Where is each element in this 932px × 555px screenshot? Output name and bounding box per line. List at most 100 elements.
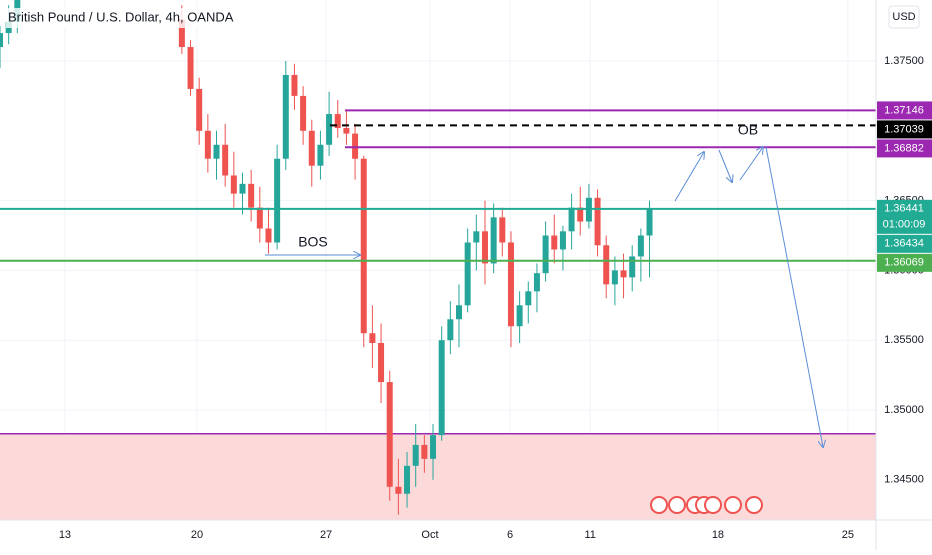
candle-body (603, 245, 610, 285)
candle-body (196, 88, 203, 131)
candle-body (274, 158, 281, 243)
price-label-box (877, 199, 932, 234)
candle-body (334, 114, 341, 129)
candle-body (490, 217, 497, 264)
candle-body (456, 305, 463, 320)
x-tick-label: 25 (842, 529, 854, 541)
annotation: OB (738, 122, 758, 138)
drawings (265, 147, 823, 447)
currency-box[interactable] (888, 5, 920, 29)
path-arrow (739, 147, 763, 181)
candle-body (326, 114, 333, 145)
price-label: 1.36434 (884, 238, 924, 250)
price-label: 1.36069 (884, 257, 924, 269)
candle-body (204, 130, 211, 159)
event-icon[interactable] (650, 496, 668, 514)
candle-body (317, 144, 324, 166)
event-icon[interactable] (704, 496, 722, 514)
candle-body (559, 231, 566, 250)
candle-body (507, 242, 514, 327)
countdown: 01:00:09 (883, 219, 926, 231)
candle-body (629, 256, 636, 278)
y-tick-label: 1.37500 (884, 55, 924, 67)
chart-title: British Pound / U.S. Dollar, 4h, OANDA (8, 9, 234, 24)
price-label-box (877, 120, 932, 139)
candle-body (378, 342, 385, 383)
candle-body (637, 235, 644, 257)
candle-body (360, 158, 367, 334)
candle-body (421, 444, 428, 459)
x-tick-label: 27 (320, 529, 332, 541)
candle-body (542, 235, 549, 274)
candle-body (525, 291, 532, 306)
event-icon[interactable] (668, 496, 686, 514)
candle-body (447, 319, 454, 341)
candle-body (473, 231, 480, 243)
x-tick-label: 11 (584, 529, 595, 541)
event-icon[interactable] (745, 496, 763, 514)
candle-body (499, 217, 506, 243)
x-tick-label: Oct (421, 529, 438, 541)
candle-body (239, 183, 246, 194)
levels (0, 109, 876, 262)
price-label: 1.37039 (884, 123, 924, 135)
y-tick-label: 1.35000 (884, 404, 924, 416)
candle-body (481, 231, 488, 264)
candle-body (352, 133, 359, 159)
price-label: 1.36441 (884, 203, 924, 215)
candle-body (430, 435, 437, 459)
candle-body (230, 175, 237, 194)
x-tick-label: 18 (712, 529, 724, 541)
candle-body (516, 305, 523, 327)
candle-body (0, 33, 3, 48)
path-arrow (674, 152, 704, 202)
candle-body (533, 273, 540, 292)
candles (0, 0, 653, 515)
candle-body (646, 208, 653, 236)
candle-body (222, 144, 229, 176)
x-tick-label: 20 (191, 529, 203, 541)
currency[interactable]: USD (892, 11, 915, 23)
candle-body (282, 74, 289, 159)
axes: 1.375001.365001.360001.355001.350001.345… (59, 55, 932, 541)
x-tick-label: 13 (59, 529, 71, 541)
y-tick-label: 1.34500 (884, 474, 924, 486)
candle-body (577, 207, 584, 222)
price-label-box (877, 101, 932, 120)
candle-body (369, 333, 376, 343)
price-label-box (877, 253, 932, 272)
x-tick-label: 6 (507, 529, 513, 541)
candle-body (343, 128, 350, 134)
path-arrow (718, 149, 732, 182)
event-icon[interactable] (724, 496, 742, 514)
candle-body (464, 242, 471, 306)
zone-area (0, 433, 876, 520)
price-label: 1.37146 (884, 104, 924, 116)
candle-body (412, 444, 419, 466)
candle-body (213, 144, 220, 159)
candle-body (187, 47, 194, 89)
candle-body (291, 74, 298, 96)
price-label-box (877, 234, 932, 253)
candle-body (438, 340, 445, 436)
candle-body (404, 465, 411, 494)
zone (0, 432, 876, 520)
candle-body (594, 197, 601, 246)
candle-body (386, 382, 393, 487)
y-tick-label: 1.35500 (884, 334, 924, 346)
event-icons[interactable] (650, 496, 763, 514)
price-label-box (877, 139, 932, 158)
candle-body (256, 207, 263, 229)
candle-body (620, 270, 627, 278)
title-backdrop (6, 8, 238, 28)
annotation: BOS (298, 234, 328, 250)
candle-body (248, 183, 255, 208)
candle-body (178, 19, 185, 48)
candle-body (265, 228, 272, 243)
candle-body (568, 207, 575, 232)
candle-body (611, 270, 618, 285)
candle-body (395, 486, 402, 494)
price-label: 1.36882 (884, 142, 924, 154)
candle-body (300, 95, 307, 131)
